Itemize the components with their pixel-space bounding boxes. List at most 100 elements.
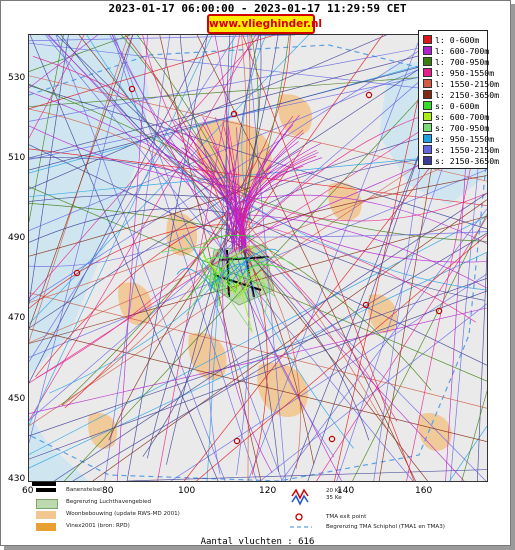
- legend-item: s: 2150-3650m: [423, 156, 499, 166]
- flight-track: [225, 35, 231, 233]
- tma-border-icon: [290, 526, 312, 528]
- y-tick-510: 510: [8, 153, 26, 163]
- flight-track: [29, 91, 239, 198]
- flight-tracks: [29, 35, 487, 481]
- flight-track: [227, 189, 487, 222]
- legend-label: l: 1550-2150m: [435, 79, 500, 89]
- legend-item: s: 600-700m: [423, 112, 489, 122]
- flight-track: [196, 234, 487, 481]
- flight-track: [64, 35, 479, 481]
- key-noise-35ke: 35 Ke: [326, 495, 342, 501]
- flight-track: [48, 35, 465, 481]
- flight-track: [215, 117, 237, 236]
- flight-track: [226, 117, 245, 239]
- flight-track: [249, 239, 398, 422]
- flight-track: [126, 35, 208, 481]
- flight-track: [29, 35, 487, 122]
- tma-exit-point: [365, 91, 373, 99]
- flight-track: [224, 272, 277, 298]
- flight-track: [29, 42, 487, 97]
- flight-track: [176, 268, 221, 297]
- flight-track: [109, 35, 247, 238]
- legend-label: l: 950-1550m: [435, 68, 495, 78]
- flight-track: [242, 35, 415, 481]
- flight-track: [29, 292, 487, 409]
- legend-label: s: 700-950m: [435, 123, 490, 133]
- flight-track: [92, 199, 487, 481]
- flight-track: [235, 281, 268, 314]
- flight-track: [242, 193, 487, 242]
- x-tick-140: 140: [337, 486, 355, 496]
- flight-track: [29, 290, 487, 460]
- flight-track: [225, 223, 280, 472]
- flight-track: [29, 87, 487, 384]
- tma-exit-icon: [295, 513, 303, 521]
- flight-track: [53, 192, 487, 481]
- tma-exit-point: [128, 85, 136, 93]
- flight-track: [29, 148, 487, 344]
- flight-track: [202, 255, 236, 294]
- y-tick-450: 450: [8, 394, 26, 404]
- tma-border: [29, 44, 487, 481]
- flight-track: [202, 116, 234, 250]
- airport-swatch: [36, 499, 58, 509]
- flight-track: [29, 194, 234, 202]
- x-tick-100: 100: [178, 486, 196, 496]
- flight-track: [224, 231, 370, 441]
- legend-swatch: [423, 46, 432, 55]
- flight-track: [244, 115, 294, 246]
- flight-track: [182, 234, 213, 275]
- legend-label: l: 2150-3650m: [435, 90, 500, 100]
- flight-track: [260, 303, 487, 481]
- flight-track: [108, 216, 247, 441]
- flight-track: [29, 278, 487, 437]
- flight-track: [230, 217, 477, 323]
- flight-track: [241, 35, 267, 227]
- flight-track: [36, 198, 245, 379]
- altitude-legend: l: 0-600m l: 600-700m l: 700-950m l: 950-15…: [418, 30, 499, 169]
- flight-track: [229, 169, 238, 251]
- flight-track: [86, 35, 238, 240]
- x-tick-160: 160: [415, 486, 433, 496]
- flight-track: [29, 187, 251, 257]
- flight-track: [244, 231, 487, 238]
- y-tick-430: 430: [8, 474, 26, 484]
- flight-track: [29, 35, 257, 421]
- flight-track: [147, 228, 231, 459]
- flight-track: [237, 150, 317, 252]
- key-noise-20ke: 20 Ke: [326, 488, 342, 494]
- flight-track: [29, 307, 487, 414]
- flight-track: [127, 469, 487, 481]
- flight-track: [60, 35, 231, 205]
- flight-count: Aantal vluchten : 616: [200, 537, 315, 547]
- legend-item: l: 700-950m: [423, 57, 489, 67]
- legend-swatch: [423, 79, 432, 88]
- site-badge[interactable]: www.vlieghinder.nl: [207, 14, 322, 34]
- legend-item: l: 2150-3650m: [423, 90, 499, 100]
- flight-track: [29, 35, 69, 304]
- flight-track: [334, 35, 433, 481]
- runway-swatch: [36, 488, 56, 492]
- flight-track: [29, 35, 133, 444]
- flight-track: [29, 328, 487, 442]
- flight-track: [29, 75, 487, 182]
- x-tick-60: 60: [22, 486, 34, 496]
- tma-exit-point: [435, 307, 443, 315]
- noise-contour-icon: [291, 488, 309, 506]
- flight-track: [208, 256, 225, 292]
- flight-track: [142, 190, 228, 457]
- flight-track: [29, 225, 251, 303]
- flight-track: [202, 125, 243, 248]
- flight-track: [111, 35, 342, 481]
- flight-track: [209, 263, 249, 288]
- legend-swatch: [423, 57, 432, 66]
- flight-track: [461, 390, 487, 481]
- flight-track: [477, 252, 487, 481]
- legend-swatch: [423, 90, 432, 99]
- legend-label: s: 2150-3650m: [435, 156, 500, 166]
- x-tick-120: 120: [259, 486, 277, 496]
- legend-swatch: [423, 68, 432, 77]
- flight-track: [29, 195, 249, 267]
- legend-label: s: 0-600m: [435, 101, 480, 111]
- flight-track: [352, 213, 487, 481]
